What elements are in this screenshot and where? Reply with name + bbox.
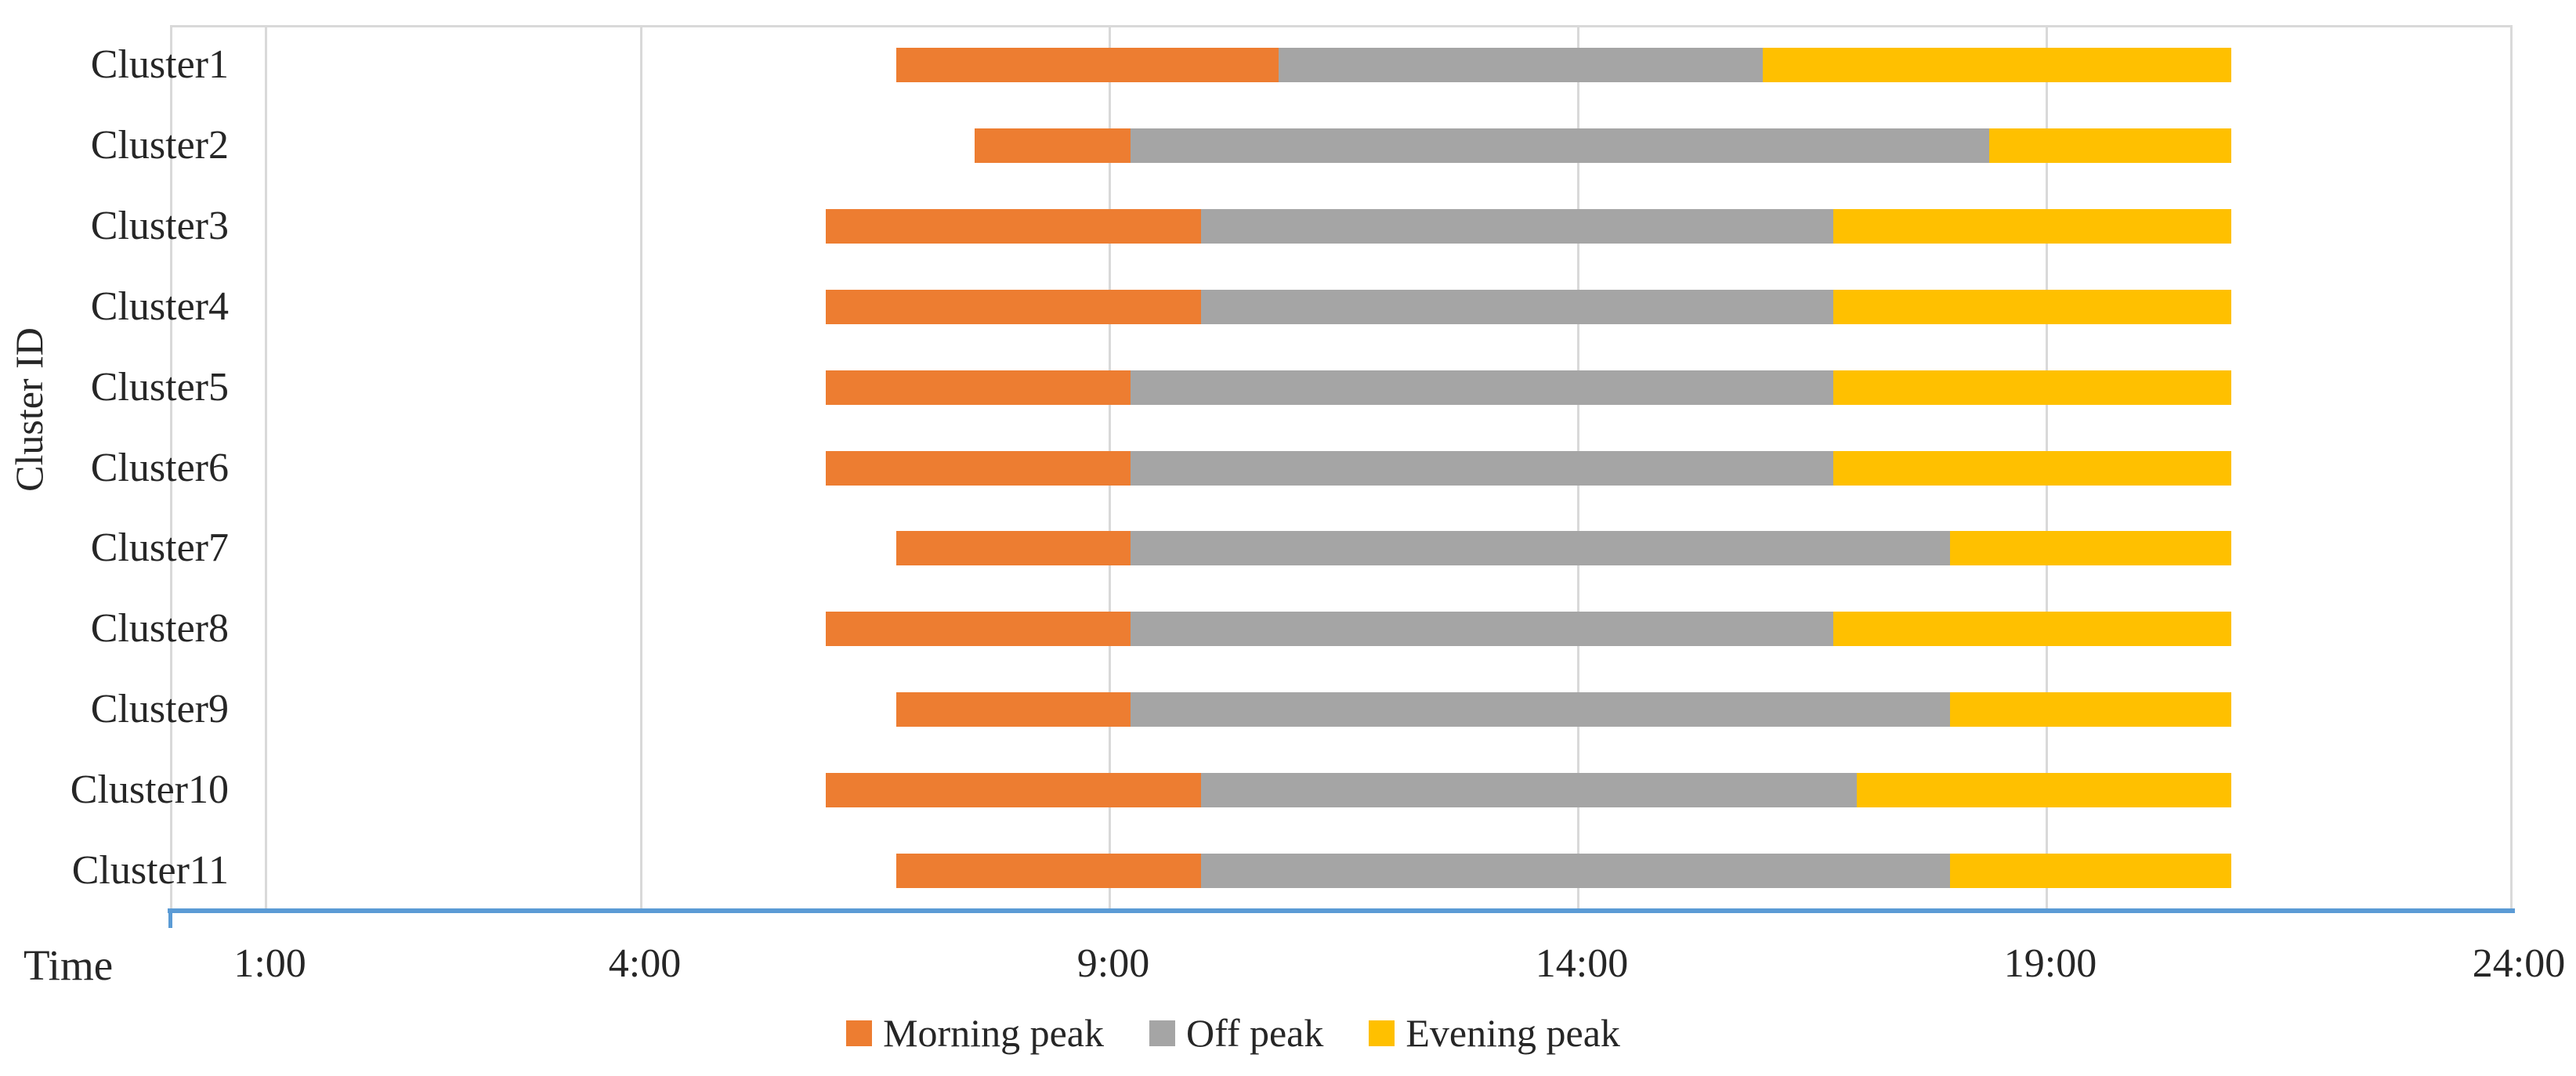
bar-cluster10-evening-peak — [1856, 772, 2232, 807]
legend-item-off-peak: Off peak — [1149, 1013, 1323, 1053]
y-axis-label-cluster1: Cluster1 — [90, 42, 229, 88]
x-axis-origin-tick — [168, 908, 172, 928]
bar-cluster8-off-peak — [1130, 612, 1833, 647]
y-axis-label-cluster4: Cluster4 — [90, 283, 229, 329]
x-axis-tick-label-19:00: 19:00 — [2003, 941, 2097, 986]
legend-swatch-off-peak — [1149, 1020, 1175, 1046]
bar-cluster6-evening-peak — [1833, 450, 2232, 486]
x-axis-tick-label-4:00: 4:00 — [608, 941, 682, 986]
bar-cluster11-evening-peak — [1950, 853, 2232, 888]
legend-item-evening-peak: Evening peak — [1369, 1013, 1620, 1053]
bar-cluster7-off-peak — [1130, 531, 1951, 566]
legend-label-off-peak: Off peak — [1185, 1011, 1324, 1055]
bar-cluster10-off-peak — [1200, 772, 1857, 807]
bar-cluster8-evening-peak — [1833, 612, 2232, 647]
bar-cluster5-morning-peak — [826, 370, 1131, 405]
legend: Morning peak Off peak Evening peak — [0, 1013, 2521, 1053]
y-axis-label-cluster7: Cluster7 — [90, 525, 229, 571]
bar-cluster6-off-peak — [1130, 450, 1833, 486]
bar-cluster3-morning-peak — [826, 209, 1201, 244]
x-axis-tick-label-24:00: 24:00 — [2472, 941, 2566, 986]
x-axis-tick-label-14:00: 14:00 — [1535, 941, 1629, 986]
y-axis-label-cluster10: Cluster10 — [70, 767, 229, 812]
bar-cluster5-off-peak — [1130, 370, 1833, 405]
bar-cluster1-morning-peak — [895, 48, 1279, 83]
gridline-1:00 — [265, 27, 268, 911]
bar-cluster3-off-peak — [1200, 209, 1833, 244]
bar-cluster10-morning-peak — [826, 772, 1201, 807]
bar-cluster1-evening-peak — [1763, 48, 2232, 83]
bar-cluster9-morning-peak — [895, 691, 1131, 727]
bar-cluster9-off-peak — [1130, 691, 1951, 727]
bar-cluster2-morning-peak — [974, 128, 1131, 164]
y-axis-title: Cluster ID — [7, 327, 51, 492]
bar-cluster11-morning-peak — [895, 853, 1201, 888]
bar-cluster2-evening-peak — [1989, 128, 2232, 164]
bar-cluster11-off-peak — [1200, 853, 1951, 888]
bar-cluster4-off-peak — [1200, 289, 1833, 324]
bar-cluster4-evening-peak — [1833, 289, 2232, 324]
y-axis-label-cluster8: Cluster8 — [90, 606, 229, 652]
y-axis-label-cluster2: Cluster2 — [90, 123, 229, 168]
bar-cluster2-off-peak — [1130, 128, 1990, 164]
y-axis-label-cluster5: Cluster5 — [90, 364, 229, 410]
x-axis-tick-label-9:00: 9:00 — [1076, 941, 1150, 986]
bar-cluster3-evening-peak — [1833, 209, 2232, 244]
y-axis-label-cluster9: Cluster9 — [90, 686, 229, 731]
legend-label-evening-peak: Evening peak — [1406, 1011, 1620, 1055]
y-axis-label-cluster11: Cluster11 — [71, 847, 229, 893]
bar-cluster5-evening-peak — [1833, 370, 2232, 405]
x-axis-line — [168, 908, 2515, 913]
bar-cluster8-morning-peak — [826, 612, 1131, 647]
bar-cluster7-evening-peak — [1950, 531, 2232, 566]
plot-area — [170, 25, 2513, 911]
bar-cluster1-off-peak — [1279, 48, 1764, 83]
y-axis-label-cluster6: Cluster6 — [90, 445, 229, 490]
y-axis-label-cluster3: Cluster3 — [90, 204, 229, 249]
legend-item-morning-peak: Morning peak — [846, 1013, 1104, 1053]
x-axis-title: Time — [24, 941, 114, 989]
legend-swatch-morning-peak — [846, 1020, 873, 1046]
legend-label-morning-peak: Morning peak — [883, 1011, 1104, 1055]
bar-cluster7-morning-peak — [895, 531, 1131, 566]
bar-cluster4-morning-peak — [826, 289, 1201, 324]
bar-cluster9-evening-peak — [1950, 691, 2232, 727]
bar-cluster6-morning-peak — [826, 450, 1131, 486]
x-axis-tick-label-1:00: 1:00 — [233, 941, 306, 986]
gridline-4:00 — [639, 27, 642, 911]
legend-swatch-evening-peak — [1369, 1020, 1395, 1046]
